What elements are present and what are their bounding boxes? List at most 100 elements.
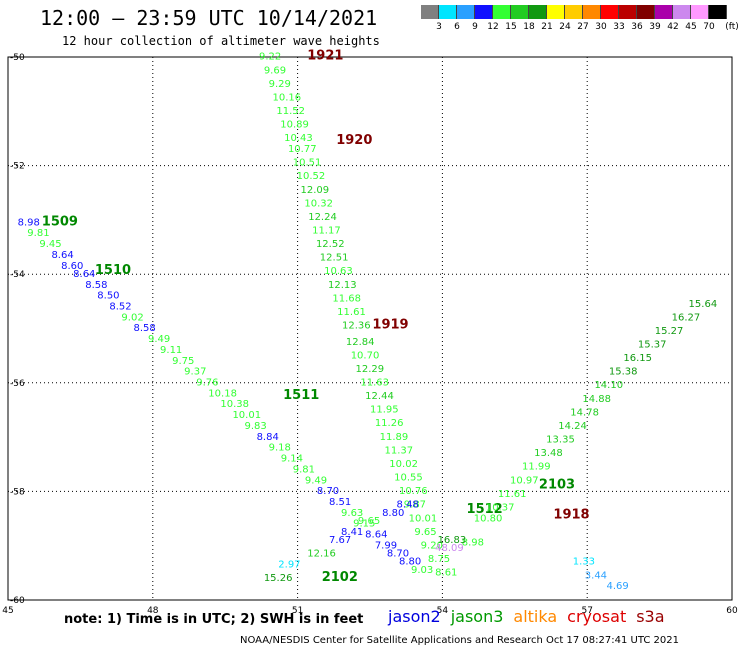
wave-height-value: 9.37 [184,367,206,378]
wave-height-value: 8.58 [85,280,107,291]
wave-height-value: 8.51 [329,497,351,508]
lat-tick-label: -54 [10,270,25,280]
wave-height-value: 9.75 [172,356,194,367]
legend-swatch [565,5,583,19]
wave-height-value: 8.64 [73,269,95,280]
map-frame [7,56,733,601]
wave-height-value: 8.58 [133,323,155,334]
lon-tick-label: 60 [726,606,738,616]
wave-height-value: 9.18 [269,443,291,454]
wave-height-value: 9.02 [121,312,143,323]
wave-height-value: 8.52 [109,301,131,312]
wave-height-value: 8.80 [399,557,421,568]
map-title: 12:00 – 23:59 UTC 10/14/2021 [40,6,378,30]
lat-tick-label: -56 [10,379,25,389]
wave-height-value: 12.51 [320,253,349,264]
legend-label: 39 [649,22,661,32]
wave-height-value: 11.68 [332,293,361,304]
wave-height-value: 10.97 [510,475,539,486]
pass-time-label: 1511 [283,388,319,403]
legend-label: 30 [595,22,607,32]
wave-height-value: 14.10 [594,380,623,391]
wave-height-value: 9.03 [411,565,433,576]
wave-height-value: 10.37 [486,502,515,513]
wave-height-value: 8.64 [51,250,73,261]
wave-height-value: 9.29 [269,79,291,90]
wave-height-value: 12.16 [307,549,336,560]
legend-label: 36 [631,22,643,32]
lat-tick-label: -60 [10,596,25,606]
wave-height-value: 11.61 [337,307,366,318]
wave-height-value: 48.09 [435,543,464,554]
wave-height-value: 9.65 [358,516,380,527]
legend-swatch [583,5,601,19]
satellite-legend: jason2 jason3 altika cryosat s3a [388,607,675,626]
legend-label: 12 [487,22,499,32]
lon-tick-label: 45 [2,606,13,616]
legend-label: 18 [523,22,535,32]
wave-height-value: 9.11 [160,345,182,356]
legend-swatch [655,5,673,19]
lon-tick-label: 57 [581,606,592,616]
pass-time-label: 1919 [372,318,408,333]
wave-height-value: 11.52 [276,106,305,117]
map-subtitle: 12 hour collection of altimeter wave hei… [62,34,380,48]
wave-height-value: 11.37 [384,445,413,456]
wave-height-value: 12.29 [356,364,385,375]
wave-height-value: 10.16 [273,92,302,103]
wave-height-value: 15.26 [264,573,293,584]
wave-height-value: 9.20 [421,540,443,551]
wave-height-value: 12.84 [346,337,375,348]
satellite-jason2: jason2 [388,607,441,626]
wave-height-value: 11.99 [522,462,551,473]
lat-tick-label: -50 [10,53,25,63]
wave-height-value: 10.38 [220,399,249,410]
wave-height-value: 9.22 [259,52,281,63]
legend-swatch [529,5,547,19]
legend-swatch [673,5,691,19]
wave-height-value: 10.55 [394,473,423,484]
wave-height-value: 10.52 [297,171,326,182]
pass-time-label: 1920 [336,133,372,148]
wave-height-value: 12.24 [308,212,337,223]
wave-height-value: 9.83 [245,421,267,432]
lon-tick-label: 51 [292,606,303,616]
wave-height-value: 8.70 [387,549,409,560]
legend-label: 21 [541,22,553,32]
wave-height-value: 10.76 [399,486,428,497]
wave-height-value: 9.45 [39,239,61,250]
legend-swatch [457,5,475,19]
legend-swatch [511,5,529,19]
wave-height-value: 10.77 [288,144,317,155]
wave-height-value: 9.63 [341,508,363,519]
wave-height-value: 15.38 [609,367,638,378]
wave-height-value: 9.81 [27,228,49,239]
lon-tick-label: 54 [437,606,449,616]
wave-height-value: 10.80 [474,513,503,524]
wave-height-value: 16.83 [438,535,467,546]
wave-height-value: 8.60 [61,261,83,272]
wave-height-value: 8.75 [428,554,450,565]
wave-height-value: 12.09 [300,185,329,196]
lon-tick-label: 48 [147,606,159,616]
legend-label: 42 [667,22,679,32]
wave-height-value: 9.87 [404,500,426,511]
legend-swatch [691,5,709,19]
wave-height-value: 11.61 [498,489,527,500]
wave-height-value: 11.89 [380,432,409,443]
wave-height-value: 8.61 [435,568,457,579]
legend-swatch [619,5,637,19]
wave-height-value: 11.17 [312,225,341,236]
satellite-s3a: s3a [636,607,665,626]
wave-height-value: 11.63 [360,378,389,389]
pass-time-label: 2103 [539,478,575,493]
legend-label: 9 [472,22,478,32]
satellite-jason3: jason3 [450,607,504,626]
legend-swatch [493,5,511,19]
wave-height-value: 2.97 [278,559,300,570]
wave-height-value: 9.15 [353,519,375,530]
legend-label: 27 [577,22,589,32]
wave-height-value: 14.88 [582,394,611,405]
wave-height-value: 13.48 [534,448,563,459]
wave-height-value: 16.27 [672,312,701,323]
